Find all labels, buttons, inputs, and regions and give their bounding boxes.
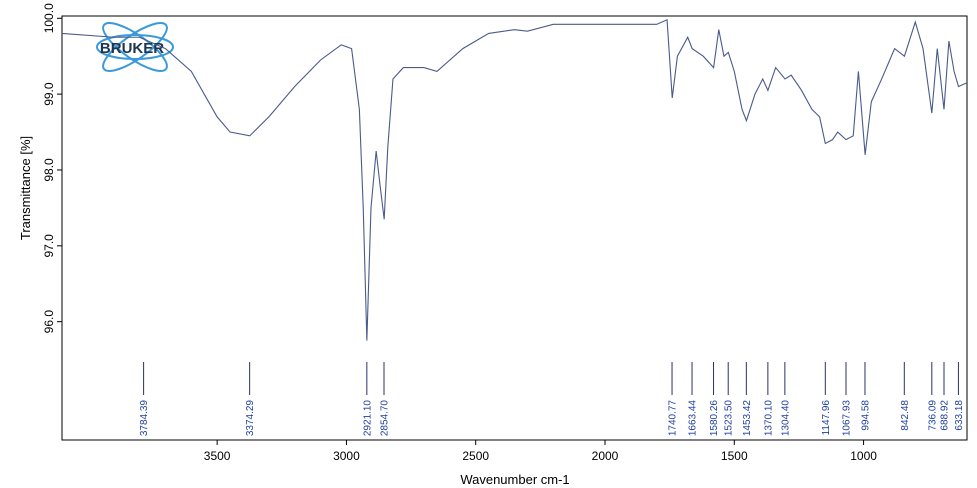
peak-label: 1663.44 xyxy=(688,400,699,437)
x-tick-label: 1500 xyxy=(721,449,748,463)
peak-label: 1740.77 xyxy=(668,400,679,437)
y-tick-label: 99.0 xyxy=(42,82,56,106)
logo-text: BRUKER xyxy=(100,40,164,57)
spectrum-line xyxy=(61,18,968,341)
peak-label: 842.48 xyxy=(900,400,911,431)
y-tick-label: 100.0 xyxy=(42,3,56,33)
peak-label: 994.58 xyxy=(860,400,871,431)
peak-label: 2854.70 xyxy=(379,400,390,437)
x-tick-label: 3000 xyxy=(333,449,360,463)
x-tick-label: 3500 xyxy=(204,449,231,463)
logo-orbit xyxy=(96,34,174,60)
y-tick-label: 96.0 xyxy=(42,310,56,334)
peak-label: 736.09 xyxy=(927,400,938,431)
peak-label: 2921.10 xyxy=(362,400,373,437)
peak-label: 3374.29 xyxy=(245,400,256,437)
peak-label: 1147.96 xyxy=(821,400,832,436)
peak-label: 3784.39 xyxy=(139,400,150,437)
logo-orbit xyxy=(102,22,168,72)
x-axis-label: Wavenumber cm-1 xyxy=(460,472,569,487)
peak-label: 1067.93 xyxy=(842,400,853,437)
x-tick-label: 1000 xyxy=(850,449,877,463)
x-tick-label: 2500 xyxy=(462,449,489,463)
peak-label: 688.92 xyxy=(940,400,951,431)
y-tick-label: 98.0 xyxy=(42,158,56,182)
peak-label: 1370.10 xyxy=(763,400,774,437)
y-axis-label: Transmittance [%] xyxy=(18,136,33,240)
peak-label: 1453.42 xyxy=(742,400,753,437)
peak-label: 633.18 xyxy=(954,400,965,431)
y-tick-label: 97.0 xyxy=(42,234,56,258)
x-tick-label: 2000 xyxy=(592,449,619,463)
peak-label: 1580.26 xyxy=(709,400,720,437)
logo: BRUKER xyxy=(96,22,174,72)
peak-label: 1304.40 xyxy=(780,400,791,437)
plot-frame xyxy=(61,15,968,441)
peak-label: 1523.50 xyxy=(724,400,735,437)
